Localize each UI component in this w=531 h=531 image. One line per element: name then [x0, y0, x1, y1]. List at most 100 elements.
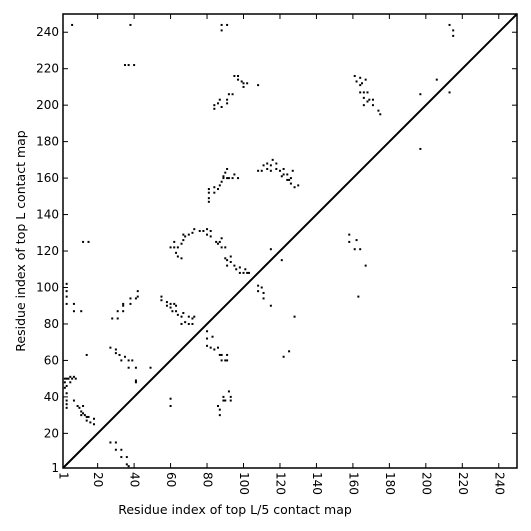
contact-point: [368, 98, 371, 101]
contact-point: [125, 463, 128, 466]
contact-point: [348, 240, 351, 243]
contact-point: [289, 182, 292, 185]
contact-point: [173, 302, 176, 305]
contact-point: [220, 180, 223, 183]
contact-point: [448, 23, 451, 26]
contact-point: [291, 169, 294, 172]
contact-point: [207, 191, 210, 194]
contact-point: [131, 359, 134, 362]
contact-point: [202, 229, 205, 232]
contact-point: [226, 102, 229, 105]
contact-point: [63, 377, 66, 380]
contact-point: [226, 23, 229, 26]
contact-point: [366, 100, 369, 103]
contact-point: [237, 74, 240, 77]
contact-point: [359, 91, 362, 94]
contact-point: [134, 297, 137, 300]
contact-point: [379, 113, 382, 116]
x-tick-label: 60: [164, 472, 178, 487]
contact-point: [260, 286, 263, 289]
contact-point: [226, 359, 229, 362]
contact-point: [65, 406, 68, 409]
contact-point: [353, 248, 356, 251]
contact-point: [209, 235, 212, 238]
y-tick-label: 120: [36, 244, 59, 258]
contact-point: [242, 82, 245, 85]
y-tick-label: 200: [36, 98, 59, 112]
contact-point: [122, 302, 125, 305]
x-tick-label: 40: [128, 472, 142, 487]
contact-point: [355, 239, 358, 242]
contact-point: [169, 302, 172, 305]
contact-point: [114, 441, 117, 444]
contact-point: [187, 315, 190, 318]
contact-point: [257, 84, 260, 87]
contact-point: [348, 233, 351, 236]
contact-point: [207, 200, 210, 203]
contact-point: [63, 381, 66, 384]
contact-point: [114, 448, 117, 451]
contact-point: [65, 282, 68, 285]
contact-point: [82, 240, 85, 243]
contact-point: [271, 158, 274, 161]
contact-point: [226, 259, 229, 262]
contact-point: [65, 403, 68, 406]
contact-point: [182, 312, 185, 315]
y-tick-label: 180: [36, 135, 59, 149]
contact-point: [180, 242, 183, 245]
contact-point: [262, 297, 265, 300]
contact-point: [69, 381, 72, 384]
contact-point: [116, 310, 119, 313]
y-tick-label: 40: [44, 390, 59, 404]
contact-point: [452, 34, 455, 37]
contact-point: [233, 74, 236, 77]
contact-point: [65, 377, 68, 380]
contact-point: [247, 271, 250, 274]
contact-point: [116, 317, 119, 320]
x-tick-label: 160: [346, 472, 360, 495]
contact-point: [280, 259, 283, 262]
contact-point: [227, 390, 230, 393]
contact-point: [92, 423, 95, 426]
contact-point: [80, 410, 83, 413]
contact-point: [213, 186, 216, 189]
contact-point: [182, 239, 185, 242]
contact-point: [127, 359, 130, 362]
contact-point: [176, 255, 179, 258]
contact-point: [114, 352, 117, 355]
contact-point: [83, 414, 86, 417]
contact-point: [216, 188, 219, 191]
contact-point: [222, 399, 225, 402]
contact-point: [224, 257, 227, 260]
contact-point: [198, 229, 201, 232]
contact-point: [175, 304, 178, 307]
contact-point: [229, 255, 232, 258]
x-tick-label: 220: [456, 472, 470, 495]
contact-point: [182, 233, 185, 236]
contact-point: [149, 366, 152, 369]
x-tick-label: 80: [201, 472, 215, 487]
contact-point: [133, 64, 136, 67]
contact-point: [176, 313, 179, 316]
contact-point: [169, 405, 172, 408]
contact-point: [169, 306, 172, 309]
x-tick-label: 140: [310, 472, 324, 495]
contact-point: [180, 315, 183, 318]
contact-point: [235, 268, 238, 271]
contact-point: [224, 246, 227, 249]
contact-point: [184, 235, 187, 238]
contact-point: [92, 417, 95, 420]
x-tick-label: 120: [273, 472, 287, 495]
contact-point: [229, 395, 232, 398]
contact-point: [120, 359, 123, 362]
contact-point: [220, 246, 223, 249]
contact-point: [282, 167, 285, 170]
contact-point: [209, 346, 212, 349]
y-tick-label: 140: [36, 208, 59, 222]
contact-point: [191, 231, 194, 234]
contact-point: [216, 405, 219, 408]
contact-point: [118, 353, 121, 356]
contact-point: [129, 297, 132, 300]
contact-point: [165, 301, 168, 304]
contact-point: [216, 346, 219, 349]
